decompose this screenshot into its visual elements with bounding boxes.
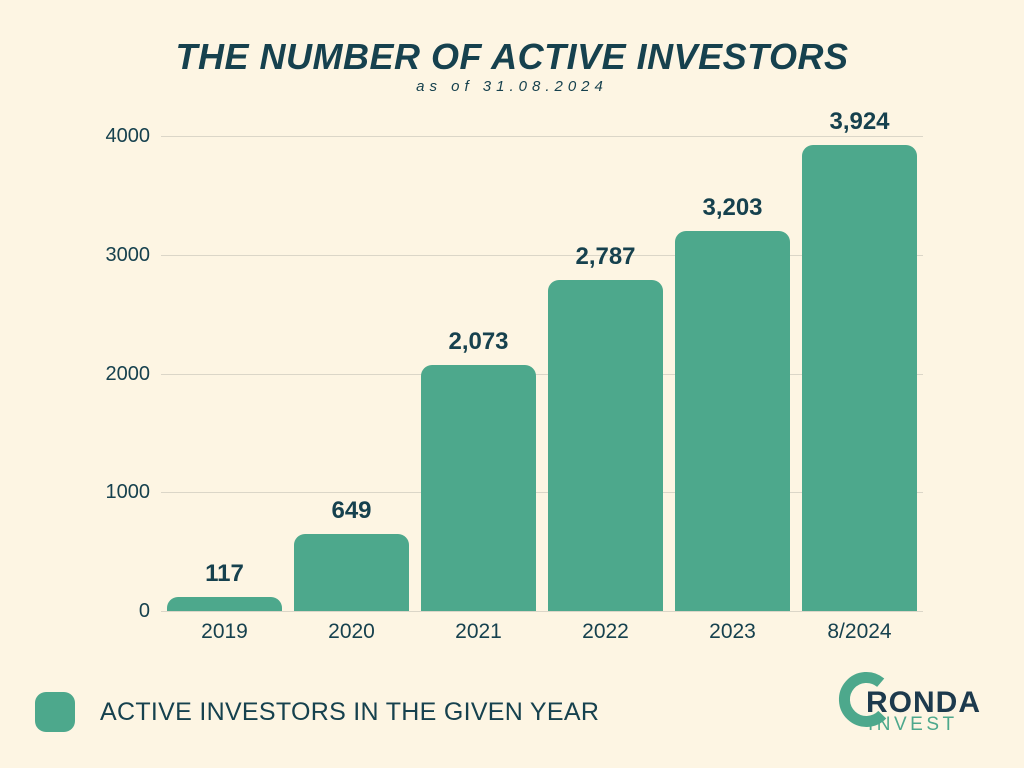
ronda-invest-logo: RONDA INVEST — [836, 662, 1006, 742]
x-tick-label: 2021 — [455, 620, 502, 643]
x-tick-label: 2023 — [709, 620, 756, 643]
gridline — [161, 373, 923, 375]
bar-2021 — [421, 364, 536, 611]
legend: ACTIVE INVESTORS IN THE GIVEN YEAR — [35, 692, 599, 732]
bar-2023 — [675, 230, 790, 611]
logo-sub-text: INVEST — [868, 714, 958, 735]
bar-value-label: 2,073 — [448, 327, 509, 355]
x-tick-label: 8/2024 — [827, 620, 892, 643]
gridline — [161, 611, 923, 612]
y-tick-label: 1000 — [105, 481, 151, 504]
logo-arc-icon — [838, 671, 887, 727]
bar-value-label: 3,203 — [702, 193, 763, 221]
y-tick-label: 2000 — [105, 362, 151, 385]
y-tick-label: 0 — [138, 600, 150, 622]
gridline — [161, 254, 923, 256]
legend-label: ACTIVE INVESTORS IN THE GIVEN YEAR — [100, 697, 600, 726]
chart-title: THE NUMBER OF ACTIVE INVESTORS — [175, 36, 849, 77]
gridline — [161, 136, 923, 137]
bar-value-label: 117 — [205, 560, 244, 588]
bar-2022 — [548, 280, 663, 611]
x-tick-label: 2022 — [582, 620, 629, 643]
chart-subtitle: as of 31.08.2024 — [416, 78, 608, 95]
y-tick-label: 4000 — [105, 125, 151, 147]
gridline — [161, 492, 923, 494]
bar-2020 — [294, 533, 409, 611]
x-tick-label: 2020 — [328, 620, 375, 643]
bar-value-label: 2,787 — [575, 243, 636, 271]
bar-8/2024 — [802, 145, 917, 611]
bar-value-label: 3,924 — [829, 108, 890, 136]
bar-value-label: 649 — [331, 496, 372, 524]
y-tick-label: 3000 — [105, 243, 151, 266]
logo-brand-text: RONDA — [866, 686, 981, 719]
x-tick-label: 2019 — [201, 620, 248, 643]
legend-color-chip — [35, 692, 75, 732]
bar-2019 — [167, 597, 282, 611]
